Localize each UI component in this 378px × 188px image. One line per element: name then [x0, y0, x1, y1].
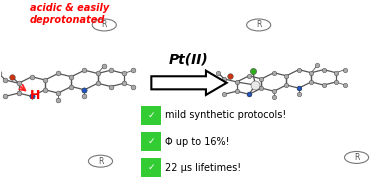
- Text: H: H: [30, 89, 41, 102]
- Text: 22 μs lifetimes!: 22 μs lifetimes!: [164, 163, 241, 173]
- Text: R: R: [256, 20, 261, 30]
- Text: mild synthetic protocols!: mild synthetic protocols!: [164, 111, 286, 121]
- Text: acidic & easily
deprotonated: acidic & easily deprotonated: [30, 3, 109, 25]
- Text: ✓: ✓: [147, 163, 155, 172]
- Text: ✓: ✓: [147, 111, 155, 120]
- Text: Φ up to 16%!: Φ up to 16%!: [164, 137, 229, 147]
- Text: R: R: [354, 153, 359, 162]
- FancyBboxPatch shape: [141, 132, 161, 151]
- Text: Pt(II): Pt(II): [169, 52, 209, 67]
- FancyBboxPatch shape: [141, 158, 161, 177]
- Polygon shape: [151, 71, 227, 95]
- Text: ✓: ✓: [147, 137, 155, 146]
- Text: R: R: [98, 157, 103, 166]
- Text: R: R: [102, 20, 107, 30]
- FancyBboxPatch shape: [141, 106, 161, 125]
